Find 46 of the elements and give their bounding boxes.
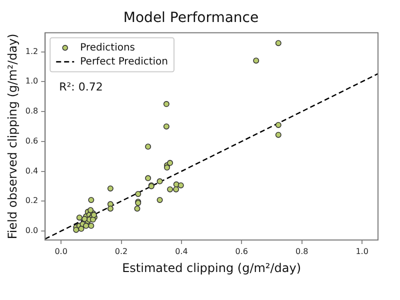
point — [88, 222, 94, 229]
x-tick-label: 0.2 — [114, 246, 128, 256]
point — [156, 196, 163, 203]
point — [107, 185, 114, 192]
point — [73, 226, 80, 233]
point — [88, 196, 94, 203]
y-tick-label: 1.2 — [25, 46, 38, 56]
point — [275, 122, 282, 128]
legend-label: Perfect Prediction — [80, 56, 168, 68]
point — [76, 214, 82, 221]
point — [173, 186, 180, 192]
x-tick-label: 0.8 — [295, 246, 308, 256]
legend-label: Predictions — [80, 42, 136, 54]
point — [167, 186, 174, 192]
point — [107, 206, 114, 212]
y-tick-label: 0.8 — [25, 106, 38, 116]
point — [275, 132, 282, 138]
point — [178, 182, 184, 188]
point — [167, 160, 174, 166]
x-tick-label: 0.0 — [54, 246, 68, 256]
point — [145, 175, 152, 182]
point — [135, 190, 142, 197]
y-tick-label: 0.2 — [25, 196, 38, 206]
y-axis-title: Field observed clipping (g/m²/day) — [5, 34, 20, 240]
point — [275, 40, 282, 46]
chart-title: Model Performance — [123, 10, 259, 26]
y-tick-label: 0.4 — [25, 166, 38, 176]
x-axis-title: Estimated clipping (g/m²/day) — [122, 260, 302, 275]
point — [88, 207, 94, 214]
x-tick-label: 1.0 — [356, 246, 368, 256]
point — [83, 222, 90, 229]
point — [163, 101, 170, 108]
x-tick-label: 0.4 — [175, 246, 188, 256]
x-tick-label: 0.6 — [235, 246, 248, 256]
point — [253, 58, 260, 64]
point — [163, 123, 170, 130]
point — [82, 216, 88, 222]
point — [134, 206, 140, 212]
annotation: R²: 0.72 — [59, 80, 103, 94]
point — [78, 226, 84, 232]
point — [156, 178, 163, 184]
point — [145, 144, 152, 150]
point — [164, 164, 170, 171]
y-tick-label: 0.0 — [25, 226, 38, 236]
y-tick-label: 1.0 — [25, 76, 38, 86]
y-tick-label: 0.6 — [25, 136, 38, 146]
